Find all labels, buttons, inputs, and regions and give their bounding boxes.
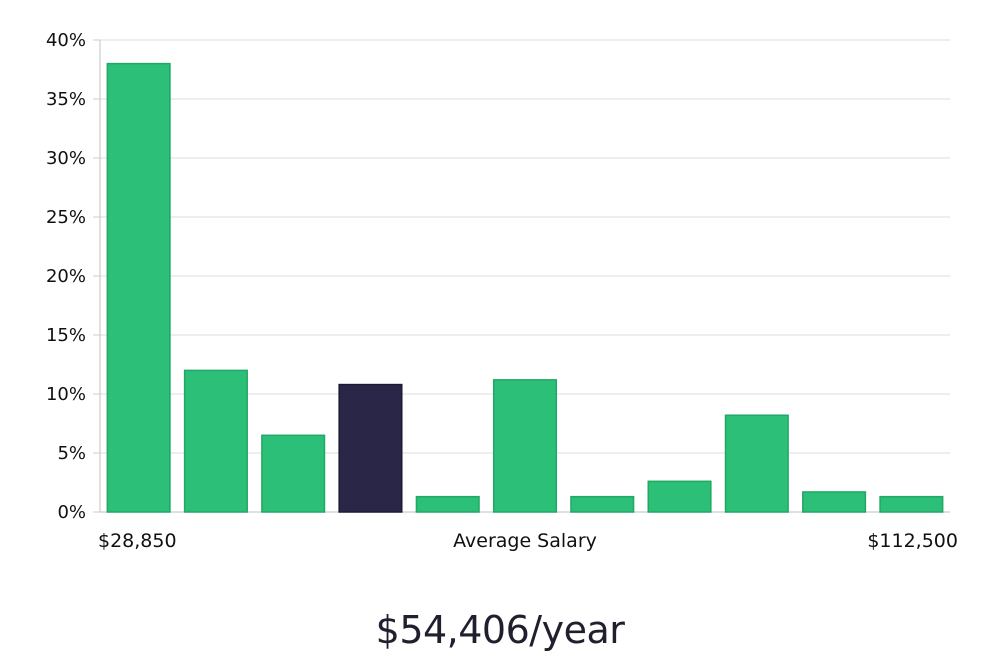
y-tick-label: 0% [57,502,86,523]
x-max-label: $112,500 [867,530,958,552]
y-tick-label: 10% [46,384,86,405]
x-min-label: $28,850 [98,530,177,552]
y-tick-label: 35% [46,89,86,110]
bar [261,434,326,513]
bar [106,62,171,513]
bar [802,491,867,513]
axis-labels: 0% 5% 10% 15% 20% 25% 30% 35% 40% $28,850 Average … [46,30,958,552]
bar-highlighted [338,383,403,513]
y-tick-label: 5% [57,443,86,464]
bar [492,379,558,513]
bar [647,480,712,513]
y-tick-label: 30% [46,148,86,169]
bar [415,495,480,513]
bar [724,414,789,513]
bar [183,369,248,513]
x-axis-title: Average Salary [453,530,597,552]
y-tick-label: 20% [46,266,86,287]
bar [879,495,944,513]
y-tick-label: 40% [46,30,86,51]
y-tick-label: 15% [46,325,86,346]
salary-histogram-chart: 0% 5% 10% 15% 20% 25% 30% 35% 40% $28,850 Average … [46,30,958,552]
bar [570,495,635,513]
bars [106,62,944,513]
y-tick-label: 25% [46,207,86,228]
average-salary-value: $54,406/year [375,608,625,652]
